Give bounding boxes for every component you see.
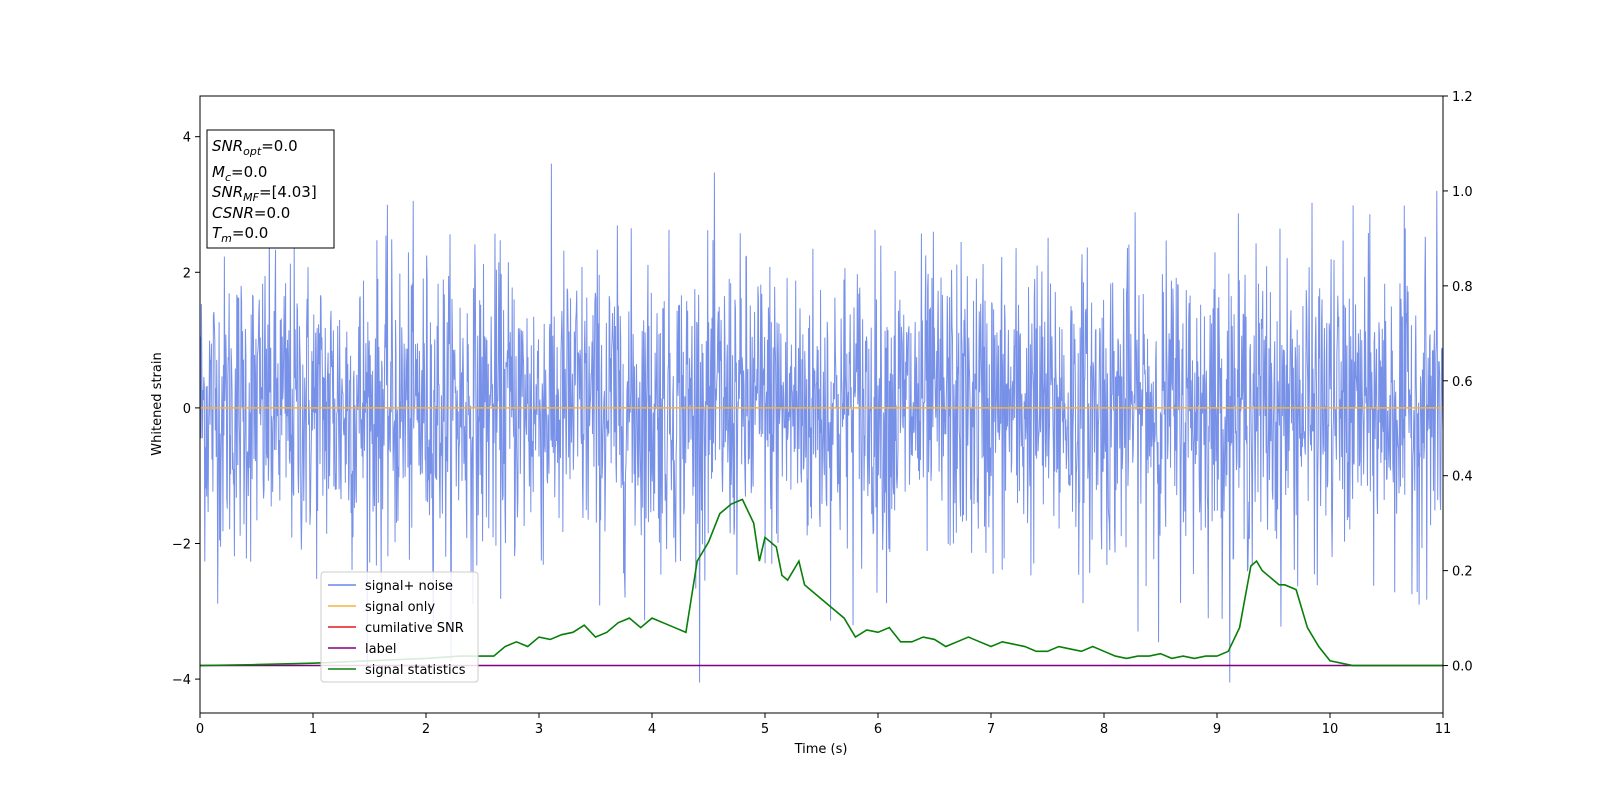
x-axis-label: Time (s) bbox=[794, 742, 848, 757]
y2-tick-label: 0.6 bbox=[1452, 375, 1473, 390]
info-tm: Tm=0.0 bbox=[212, 224, 268, 245]
x-tick-label: 2 bbox=[422, 722, 430, 737]
legend: signal+ noise signal only cumilative SNR la… bbox=[320, 571, 479, 683]
x-tick-label: 6 bbox=[874, 722, 882, 737]
x-tick-label: 3 bbox=[535, 722, 543, 737]
y2-tick-label: 0.8 bbox=[1452, 280, 1473, 295]
x-tick-label: 7 bbox=[987, 722, 995, 737]
x-tick-label: 8 bbox=[1100, 722, 1108, 737]
x-tick-label: 5 bbox=[761, 722, 769, 737]
y2-tick-label: 1.2 bbox=[1452, 90, 1473, 105]
y2-tick-label: 0.0 bbox=[1452, 660, 1473, 675]
info-snr-mf: SNRMF=[4.03] bbox=[212, 183, 317, 204]
info-snr-opt: SNRopt=0.0 bbox=[212, 137, 298, 158]
signal-statistics-series bbox=[199, 498, 1443, 667]
y-tick-label: 2 bbox=[183, 266, 191, 281]
info-csnr: CSNR=0.0 bbox=[212, 204, 290, 222]
y2-tick-label: 0.2 bbox=[1452, 565, 1473, 580]
plot-frame bbox=[199, 95, 1444, 714]
x-tick-label: 10 bbox=[1322, 722, 1339, 737]
legend-label-label: label bbox=[365, 642, 396, 657]
x-tick-label: 11 bbox=[1435, 722, 1452, 737]
legend-label-stat: signal statistics bbox=[365, 663, 466, 678]
legend-label-cumulative: cumilative SNR bbox=[365, 621, 464, 636]
x-tick-label: 9 bbox=[1213, 722, 1221, 737]
y-axis-label: Whitened strain bbox=[150, 352, 165, 455]
y-tick-label: −4 bbox=[172, 673, 191, 688]
y-tick-label: 0 bbox=[183, 402, 191, 417]
x-tick-label: 0 bbox=[196, 722, 204, 737]
y-tick-label: −2 bbox=[172, 537, 191, 552]
signal-statistics-line bbox=[199, 498, 1443, 667]
y-tick-label: 4 bbox=[183, 131, 191, 146]
y-axis-left: 4 2 0 −2 −4 bbox=[172, 131, 200, 688]
legend-frame bbox=[320, 571, 479, 683]
noise-line bbox=[199, 163, 1444, 683]
info-box: SNRopt=0.0 Mc=0.0 SNRMF=[4.03] CSNR=0.0 … bbox=[206, 129, 335, 249]
x-tick-label: 4 bbox=[648, 722, 656, 737]
legend-label-noise: signal+ noise bbox=[365, 579, 453, 594]
x-tick-label: 1 bbox=[309, 722, 317, 737]
x-axis: 0 1 2 3 4 5 6 7 8 9 10 11 bbox=[196, 713, 1451, 737]
noise-series bbox=[199, 163, 1444, 683]
y2-tick-label: 1.0 bbox=[1452, 185, 1473, 200]
y-axis-right: 1.2 1.0 0.8 0.6 0.4 0.2 0.0 bbox=[1443, 90, 1473, 675]
legend-label-signal: signal only bbox=[365, 600, 435, 615]
y2-tick-label: 0.4 bbox=[1452, 470, 1473, 485]
info-box-frame bbox=[206, 129, 335, 249]
info-mc: Mc=0.0 bbox=[212, 163, 267, 184]
